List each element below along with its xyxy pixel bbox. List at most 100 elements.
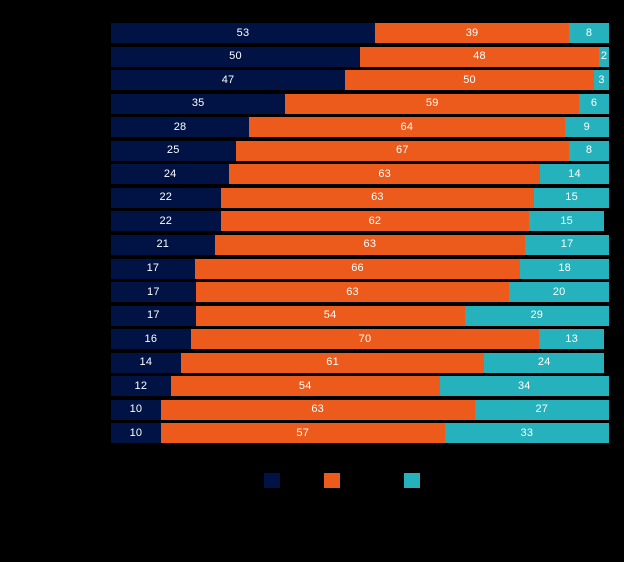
bar-segment-value: 29: [530, 309, 544, 322]
bar-segment-series-3: 9: [564, 117, 609, 138]
bar-segment-series-1: 28: [111, 117, 250, 138]
bar-segment-series-1: 17: [111, 305, 196, 326]
bar-segment-value: 61: [326, 356, 339, 369]
bar-segment-series-2: 54: [170, 376, 440, 397]
bar-segment-series-1: 24: [111, 164, 230, 185]
bar-row: 47 50 3: [111, 70, 609, 91]
bar-segment-series-2: 63: [220, 187, 535, 208]
bar-segment-series-3: 8: [569, 23, 609, 43]
bar-segment-value: 25: [166, 144, 180, 157]
bar-segment-series-1: 50: [111, 46, 360, 67]
bar-segment-value: 63: [378, 167, 391, 180]
bar-row: 17 66 18: [111, 258, 609, 279]
legend-swatch-icon: [404, 472, 420, 488]
bar-segment-value: 63: [371, 191, 384, 204]
bar-segment-value: 50: [229, 50, 242, 63]
bar-segment-series-1: 21: [111, 234, 215, 255]
bar-segment-value: 54: [323, 309, 337, 322]
bar-segment-value: 24: [537, 356, 551, 369]
bar-segment-series-1: 47: [111, 70, 346, 91]
bar-segment-series-3: 14: [539, 164, 609, 185]
bar-segment-series-1: 17: [111, 282, 196, 303]
bar-segment-series-2: 64: [249, 117, 565, 138]
bar-row: 17 54 29: [111, 305, 609, 326]
bar-segment-series-3: 3: [594, 70, 609, 91]
bar-row: 17 63 20: [111, 282, 609, 303]
bar-segment-series-3: 15: [529, 211, 604, 232]
bar-row: 25 67 8: [111, 140, 609, 161]
bar-segment-value: 62: [368, 214, 382, 227]
legend-series-2[interactable]: [324, 469, 346, 491]
bar-row: 53 39 8: [111, 23, 609, 43]
bar-segment-series-3: 20: [509, 282, 609, 303]
legend-swatch-icon: [324, 472, 340, 488]
bar-segment-series-2: 48: [360, 46, 600, 67]
bar-segment-value: 39: [465, 26, 479, 39]
bar-segment-series-1: 10: [111, 399, 161, 420]
bar-segment-series-1: 53: [111, 23, 375, 43]
bar-segment-series-2: 63: [214, 234, 526, 255]
bar-segment-value: 64: [400, 120, 414, 133]
bar-segment-series-2: 54: [195, 305, 465, 326]
bar-segment-series-1: 25: [111, 140, 236, 161]
legend-series-3[interactable]: [404, 469, 426, 491]
bar-row: 35 59 6: [111, 93, 609, 114]
bar-segment-value: 12: [134, 379, 148, 392]
bar-segment-series-3: 29: [464, 305, 609, 326]
bar-row: 24 63 14: [111, 164, 609, 185]
chart-legend: [0, 469, 624, 493]
bar-segment-value: 17: [560, 238, 574, 251]
bar-segment-value: 67: [396, 144, 409, 157]
bar-segment-value: 21: [156, 238, 170, 251]
bar-segment-value: 35: [191, 97, 205, 110]
plot-area: 53 39 8 50 48 2 47 50 3 35 59 6 28 64 9 25 67 8 24 63 14 22 63…: [111, 23, 609, 447]
bar-segment-series-3: 15: [534, 187, 609, 208]
bar-segment-value: 70: [358, 332, 372, 345]
bar-segment-value: 27: [535, 403, 549, 416]
bar-segment-value: 3: [598, 73, 605, 86]
bar-segment-series-3: 34: [439, 376, 609, 397]
bar-segment-value: 13: [565, 332, 578, 345]
bar-segment-value: 59: [425, 97, 439, 110]
bar-row: 22 63 15: [111, 187, 609, 208]
bar-segment-series-1: 16: [111, 329, 191, 350]
bar-segment-value: 20: [552, 285, 566, 298]
bar-segment-series-2: 63: [195, 282, 510, 303]
legend-series-1[interactable]: [264, 469, 286, 491]
bar-segment-value: 2: [600, 50, 608, 63]
bar-segment-value: 24: [163, 167, 177, 180]
bar-segment-series-1: 10: [111, 423, 161, 444]
bar-segment-value: 17: [147, 285, 160, 298]
bar-segment-series-1: 35: [111, 93, 286, 114]
bar-segment-series-2: 50: [345, 70, 595, 91]
bar-segment-value: 22: [159, 214, 173, 227]
bar-segment-series-2: 63: [229, 164, 540, 185]
bar-segment-value: 53: [236, 26, 250, 39]
bar-segment-value: 9: [583, 120, 590, 133]
bar-segment-value: 33: [520, 426, 534, 439]
bar-segment-value: 6: [590, 97, 598, 110]
bar-segment-value: 14: [568, 167, 581, 180]
bar-segment-value: 15: [565, 191, 578, 204]
bar-segment-series-1: 17: [111, 258, 195, 279]
bar-segment-value: 57: [296, 426, 310, 439]
bar-segment-series-2: 63: [160, 399, 475, 420]
bar-segment-value: 10: [129, 426, 143, 439]
bar-segment-series-3: 24: [484, 352, 604, 373]
bar-segment-value: 18: [558, 262, 571, 274]
bar-row: 22 62 15: [111, 211, 609, 232]
bar-row: 28 64 9: [111, 117, 609, 138]
bar-segment-series-2: 67: [235, 140, 570, 161]
bar-segment-series-2: 62: [220, 211, 530, 232]
bar-row: 10 57 33: [111, 423, 609, 444]
bar-segment-series-2: 66: [194, 258, 521, 279]
bar-segment-value: 63: [311, 403, 324, 416]
bar-segment-value: 8: [585, 144, 593, 157]
bar-segment-series-2: 39: [374, 23, 570, 43]
bar-segment-value: 34: [517, 379, 531, 392]
bar-segment-series-2: 59: [285, 93, 580, 114]
bar-segment-series-1: 14: [111, 352, 181, 373]
bar-segment-value: 17: [146, 262, 160, 274]
bar-segment-series-3: 33: [444, 423, 609, 444]
